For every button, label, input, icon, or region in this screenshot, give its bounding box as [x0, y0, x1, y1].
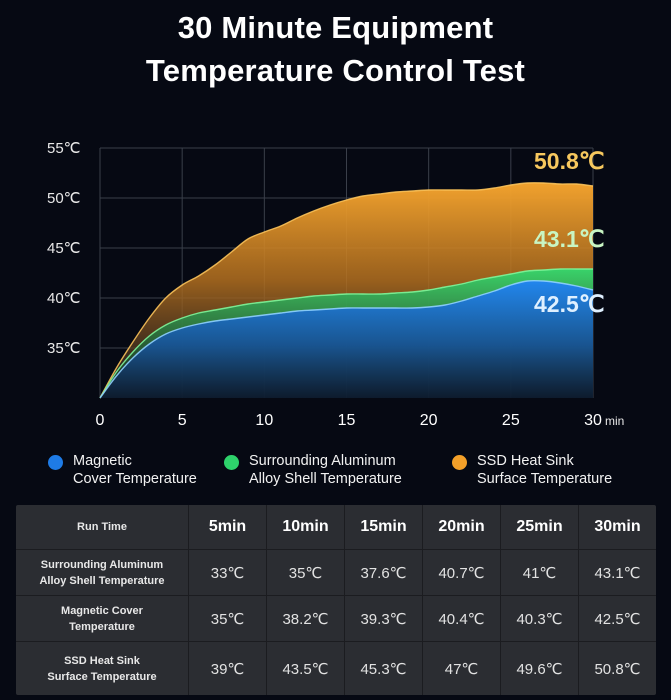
table-cell: 38.2℃ — [267, 596, 345, 642]
legend-swatch-orange — [452, 455, 467, 470]
title-line-2: Temperature Control Test — [145, 53, 526, 88]
table-header-cell: 25min — [501, 505, 579, 550]
table-header-run-time: Run Time — [16, 505, 189, 550]
table-cell: 40.4℃ — [423, 596, 501, 642]
chart-areas — [99, 182, 594, 399]
table-cell: 39℃ — [189, 642, 267, 695]
legend-item-ssd-heat-sink: SSD Heat Sink Surface Temperature — [452, 452, 612, 488]
series-end-labels: 50.8℃ 43.1℃ 42.5℃ — [534, 148, 605, 317]
legend-swatch-blue — [48, 455, 63, 470]
series-area-ssd-heat-sink-line — [99, 182, 594, 399]
legend-item-aluminum-shell: Surrounding Aluminum Alloy Shell Tempera… — [224, 452, 402, 488]
x-axis-unit: min — [605, 414, 624, 428]
results-table: Run Time 5min 10min 15min 20min 25min 30… — [16, 505, 656, 695]
table-cell: 35℃ — [267, 550, 345, 596]
legend-item-magnetic-cover: Magnetic Cover Temperature — [48, 452, 197, 488]
table-cell: 39.3℃ — [345, 596, 423, 642]
title-line-1: 30 Minute Equipment — [177, 10, 494, 45]
x-tick-label: 0 — [96, 412, 105, 429]
x-tick-label: 30 — [584, 412, 602, 429]
x-tick-label: 10 — [255, 412, 273, 429]
table-cell: 47℃ — [423, 642, 501, 695]
legend-label: SSD Heat Sink Surface Temperature — [477, 453, 613, 487]
table-cell: 42.5℃ — [579, 596, 656, 642]
series-end-label: 42.5℃ — [534, 291, 605, 317]
table-header-cell: 20min — [423, 505, 501, 550]
y-tick-label: 35℃ — [47, 340, 81, 357]
table-header-cell: 10min — [267, 505, 345, 550]
table-cell: 35℃ — [189, 596, 267, 642]
series-area-magnetic-cover-line — [99, 279, 594, 399]
table-row-label: SSD Heat Sink Surface Temperature — [16, 642, 189, 695]
x-tick-label: 20 — [420, 412, 438, 429]
temperature-chart: 35℃ 40℃ 45℃ 50℃ 55℃ 0 5 10 15 20 25 30 min 50.8℃ 43.… — [47, 140, 625, 429]
y-tick-label: 40℃ — [47, 290, 81, 307]
table-row-label: Surrounding Aluminum Alloy Shell Tempera… — [16, 550, 189, 596]
table-cell: 40.3℃ — [501, 596, 579, 642]
series-end-label: 43.1℃ — [534, 226, 605, 252]
table-cell: 37.6℃ — [345, 550, 423, 596]
series-area-magnetic-cover — [100, 280, 593, 398]
y-tick-label: 55℃ — [47, 140, 81, 157]
legend-label: Surrounding Aluminum Alloy Shell Tempera… — [249, 453, 402, 487]
x-axis-ticks: 0 5 10 15 20 25 30 min — [96, 412, 625, 429]
y-axis-ticks: 35℃ 40℃ 45℃ 50℃ 55℃ — [47, 140, 81, 357]
x-tick-label: 15 — [338, 412, 356, 429]
table-cell: 43.1℃ — [579, 550, 656, 596]
table-cell: 45.3℃ — [345, 642, 423, 695]
table-header-cell: 30min — [579, 505, 656, 550]
series-area-aluminum-shell-line — [99, 268, 593, 399]
table-cell: 50.8℃ — [594, 660, 641, 678]
y-tick-label: 45℃ — [47, 240, 81, 257]
x-tick-label: 25 — [502, 412, 520, 429]
table-cell: 49.6℃ — [501, 642, 579, 695]
table-header-cell: 15min — [345, 505, 423, 550]
table-row-label: Magnetic Cover Temperature — [16, 596, 189, 642]
table-cell: 41℃ — [501, 550, 579, 596]
y-tick-label: 50℃ — [47, 190, 81, 207]
legend-swatch-green — [224, 455, 239, 470]
series-end-label: 50.8℃ — [534, 148, 605, 174]
table-header-cell: 5min — [189, 505, 267, 550]
table-cell: 33℃ — [189, 550, 267, 596]
table-cell: 40.7℃ — [423, 550, 501, 596]
chart-legend: Magnetic Cover Temperature Surrounding A… — [0, 452, 671, 492]
table-cell: 43.5℃ — [267, 642, 345, 695]
x-tick-label: 5 — [178, 412, 187, 429]
legend-label: Magnetic Cover Temperature — [73, 453, 197, 487]
page-title: 30 Minute Equipment Temperature Control … — [0, 6, 671, 92]
